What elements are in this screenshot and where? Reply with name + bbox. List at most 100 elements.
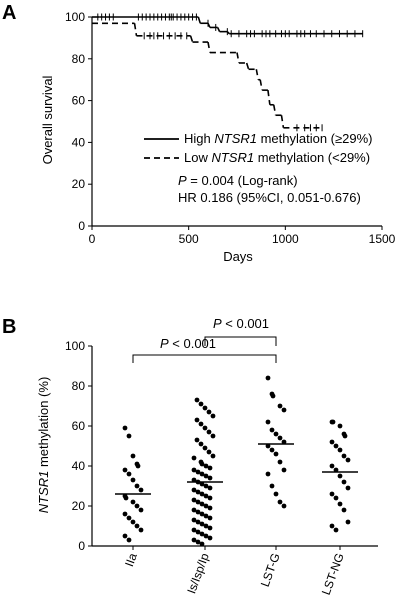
km-y-tick-label: 40 <box>72 135 86 149</box>
km-x-axis-label: Days <box>223 249 253 264</box>
data-point <box>191 455 197 461</box>
data-point <box>203 503 209 509</box>
data-point <box>203 513 209 519</box>
km-x-tick-label: 0 <box>89 232 96 246</box>
data-point <box>207 495 213 501</box>
km-step-segment <box>255 69 260 80</box>
data-point <box>333 527 339 533</box>
dot-category-label: LST-G <box>258 551 283 588</box>
data-point <box>330 419 336 425</box>
km-legend-entry-high: High NTSR1 methylation (≥29%) <box>144 131 373 146</box>
dot-group-1 <box>187 397 223 547</box>
data-point <box>202 405 208 411</box>
data-point <box>203 523 209 529</box>
data-point <box>273 431 279 437</box>
data-point <box>329 439 335 445</box>
km-step-segment <box>245 62 250 70</box>
panel-b: B NTSR1 methylation (%) 0 20 40 60 80 100 IIa I… <box>2 316 378 597</box>
km-step-segment <box>272 104 277 116</box>
km-y-tick-label: 80 <box>72 52 86 66</box>
data-point <box>333 443 339 449</box>
data-point <box>135 463 141 469</box>
data-point <box>123 495 129 501</box>
km-step-segment <box>133 23 138 36</box>
data-point <box>134 483 140 489</box>
data-point <box>281 503 287 509</box>
km-step-segment <box>280 115 285 128</box>
km-curve-low <box>92 22 323 132</box>
data-point <box>195 519 201 525</box>
data-point <box>122 533 128 539</box>
data-point <box>210 453 216 459</box>
data-point <box>265 471 271 477</box>
data-point <box>195 499 201 505</box>
data-point <box>194 437 200 443</box>
data-point <box>207 525 213 531</box>
km-y-tick-label: 60 <box>72 94 86 108</box>
bracket-line <box>204 336 277 346</box>
data-point <box>202 445 208 451</box>
dot-y-tick-label: 40 <box>72 459 86 473</box>
km-x-tick-label: 1000 <box>272 232 299 246</box>
km-y-tick-label: 20 <box>72 177 86 191</box>
data-point <box>198 401 204 407</box>
data-point <box>206 449 212 455</box>
data-point <box>277 459 283 465</box>
data-point <box>191 487 197 493</box>
data-point <box>134 503 140 509</box>
km-legend-entry-low: Low NTSR1 methylation (<29%) <box>144 150 370 165</box>
data-point <box>265 419 271 425</box>
data-point <box>191 507 197 513</box>
data-point <box>199 521 205 527</box>
data-point <box>202 425 208 431</box>
data-point <box>122 511 128 517</box>
data-point <box>269 447 275 453</box>
data-point <box>207 535 213 541</box>
data-point <box>134 523 140 529</box>
data-point <box>195 509 201 515</box>
dot-group-3 <box>322 419 358 533</box>
data-point <box>345 457 351 463</box>
data-point <box>345 485 351 491</box>
data-point <box>199 461 205 467</box>
km-x-tick-label: 500 <box>179 232 199 246</box>
dot-category-label: Is/Isp/Ip <box>184 551 212 596</box>
data-point <box>203 533 209 539</box>
km-step-segment <box>189 35 194 43</box>
data-point <box>203 483 209 489</box>
data-point <box>277 403 283 409</box>
data-point <box>265 375 271 381</box>
data-point <box>138 507 144 513</box>
data-point <box>138 527 144 533</box>
data-point <box>122 425 128 431</box>
km-y-tick-label: 0 <box>78 219 85 233</box>
data-point <box>138 487 144 493</box>
data-point <box>341 507 347 513</box>
km-step-segment <box>197 16 202 24</box>
km-step-segment <box>259 79 263 91</box>
bracket-line <box>132 354 277 363</box>
data-point <box>345 519 351 525</box>
data-point <box>191 517 197 523</box>
data-point <box>191 467 197 473</box>
data-point <box>207 475 213 481</box>
data-point <box>210 413 216 419</box>
data-point <box>341 453 347 459</box>
significance-bracket-iia-vs-lst-g: P < 0.001 <box>132 336 277 363</box>
dot-group-2 <box>258 375 294 509</box>
km-legend-label-low: Low NTSR1 methylation (<29%) <box>184 150 370 165</box>
dot-y-axis-label: NTSR1 methylation (%) <box>36 377 51 514</box>
data-point <box>130 477 136 483</box>
km-step-segment <box>236 52 240 64</box>
significance-bracket-is-vs-lst-g: P < 0.001 <box>204 316 277 346</box>
data-point <box>329 463 335 469</box>
km-x-tick-label: 1500 <box>369 232 396 246</box>
panel-b-label: B <box>2 316 16 338</box>
data-point <box>199 491 205 497</box>
data-point <box>341 479 347 485</box>
dot-y-tick-label: 60 <box>72 419 86 433</box>
data-point <box>126 471 132 477</box>
